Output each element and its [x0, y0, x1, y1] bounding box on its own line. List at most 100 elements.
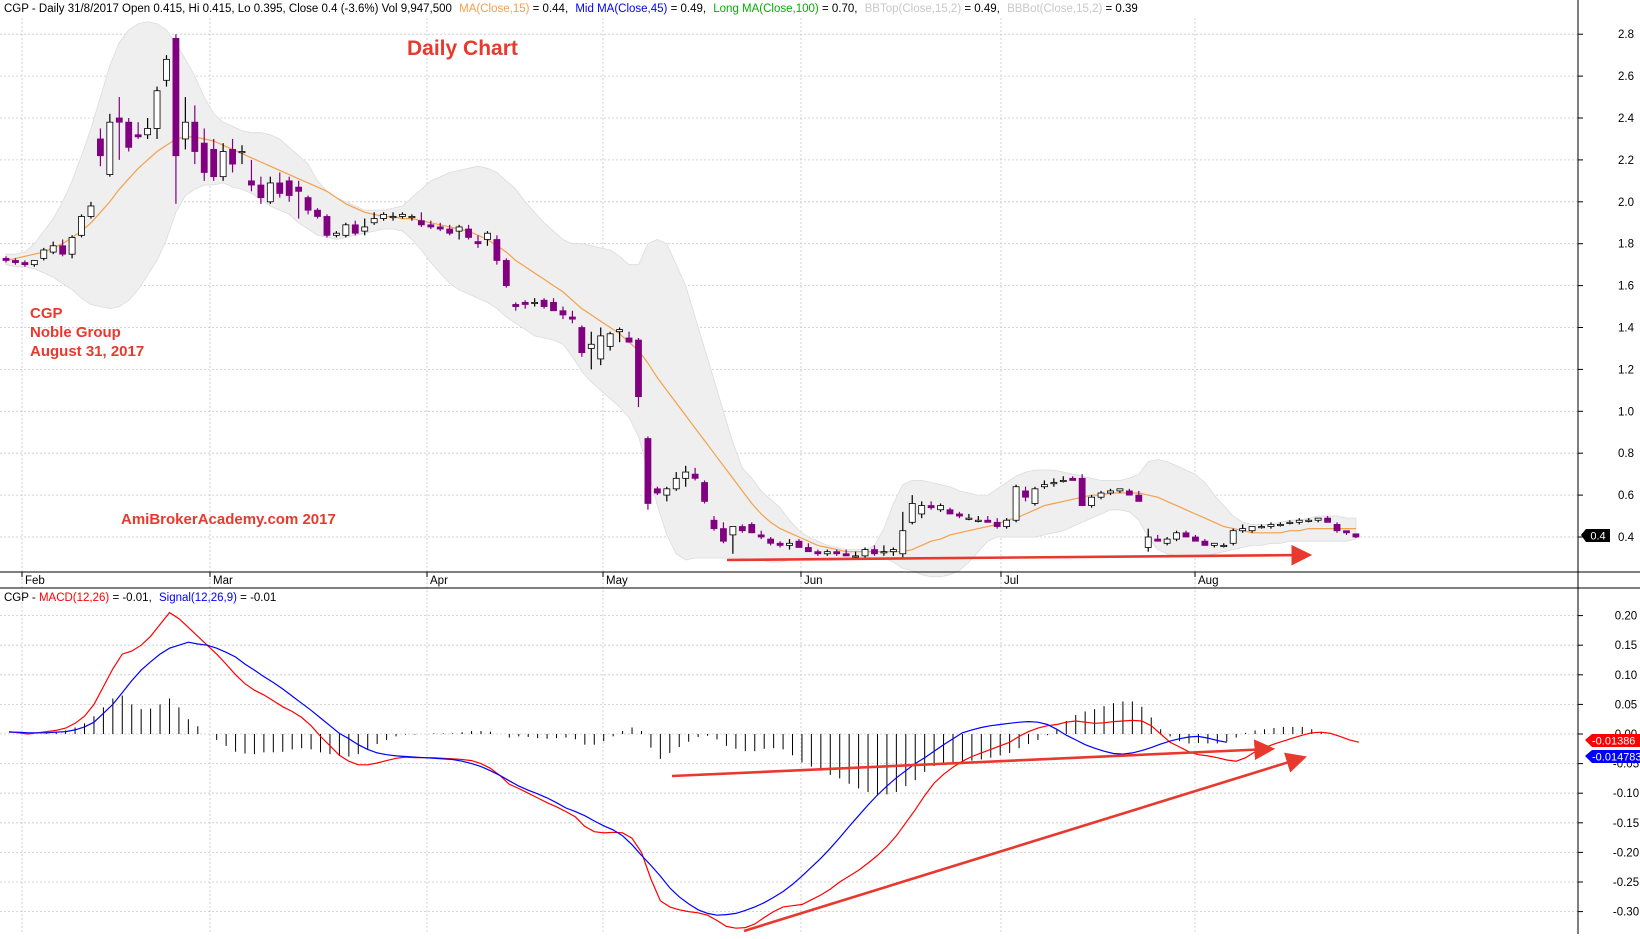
candle-body [323, 216, 331, 236]
candle-body [823, 551, 831, 555]
macd-divergence-arrow-upper [671, 739, 1276, 778]
candle-body [295, 186, 303, 192]
candle-body [1107, 490, 1114, 494]
candle-body [1295, 519, 1303, 523]
svg-text:0.4: 0.4 [1590, 531, 1605, 543]
candle [1314, 517, 1322, 523]
candle [1220, 543, 1228, 548]
candle [889, 547, 897, 556]
candle-body [918, 505, 926, 515]
candle-body [512, 304, 520, 307]
candle [550, 298, 557, 312]
candle [880, 545, 888, 556]
candle-body [635, 339, 642, 398]
candle [701, 480, 708, 504]
candle-body [1333, 524, 1341, 532]
candle-body [1050, 482, 1058, 485]
price-header: CGP - Daily 31/8/2017 Open 0.415, Hi 0.4… [4, 3, 1138, 15]
candle [805, 543, 812, 553]
candle [569, 310, 576, 324]
candle-body [144, 128, 152, 136]
candle-body [389, 216, 397, 219]
macd-lines [8, 611, 1360, 929]
candles [2, 34, 1360, 558]
candle [229, 138, 236, 173]
candle-body [757, 534, 765, 538]
signal-line [9, 641, 1227, 916]
candle-body [1229, 530, 1237, 544]
candle [144, 118, 152, 139]
candle-body [597, 335, 605, 360]
candle [163, 55, 170, 87]
candle-body [78, 216, 85, 236]
candle-body [266, 182, 274, 203]
candle-body [842, 553, 850, 557]
candle-body [351, 224, 359, 234]
candle-body [663, 488, 671, 496]
candle-body [502, 260, 510, 286]
bollinger-band-area [5, 21, 1357, 578]
candle [871, 545, 878, 556]
annotation-company: Noble Group [30, 324, 121, 341]
candle [257, 176, 265, 204]
candle [984, 516, 992, 523]
candle-body [361, 226, 369, 232]
candle [210, 138, 218, 181]
candle-body [1182, 532, 1190, 538]
candle [493, 235, 501, 265]
y-tick-label: -0.20 [1613, 847, 1639, 859]
candle [408, 214, 416, 221]
candle [833, 549, 841, 556]
y-tick-label: 0.10 [1615, 670, 1637, 682]
candle-body [540, 299, 548, 307]
candle [484, 231, 491, 246]
candle-body [738, 526, 746, 532]
candle [1352, 533, 1360, 539]
candle [1107, 488, 1114, 496]
candle-body [587, 343, 595, 349]
x-tick-label: Aug [1198, 575, 1218, 587]
candle-body [1324, 517, 1331, 523]
candle-body [474, 241, 482, 245]
candle [87, 201, 95, 219]
candle [332, 231, 340, 238]
candle [106, 113, 114, 177]
candle [1277, 522, 1284, 527]
candle-body [380, 213, 388, 219]
candle-body [691, 473, 699, 479]
candle [946, 507, 954, 515]
candle-body [181, 121, 189, 140]
candle [767, 537, 775, 546]
candle [1003, 518, 1011, 529]
candle [342, 222, 350, 238]
candle [304, 195, 312, 215]
macd-badge: -0.01386 [1585, 734, 1640, 748]
candle [748, 522, 756, 534]
candle-body [408, 216, 416, 219]
candle [1182, 530, 1190, 538]
candle [181, 97, 189, 150]
y-tick-label: 1.2 [1618, 364, 1634, 376]
candle-body [285, 180, 293, 196]
candle-body [68, 237, 76, 255]
candle [1305, 518, 1313, 523]
candle [710, 516, 718, 531]
candle-body [1135, 494, 1143, 502]
candle [974, 516, 982, 523]
candle [474, 235, 482, 248]
candle [899, 511, 907, 558]
candle [606, 331, 614, 351]
candle-body [701, 482, 708, 502]
candle [814, 549, 822, 556]
candle [436, 222, 444, 232]
candle-body [710, 519, 718, 530]
candle [172, 34, 180, 204]
macd-divergence-arrow-lower [743, 752, 1307, 933]
candle [512, 302, 520, 311]
candle [200, 128, 208, 181]
candle [1069, 476, 1077, 481]
signal-badge: -0.014783 [1585, 750, 1640, 764]
annotation-ticker: CGP [30, 305, 63, 322]
candle-body [153, 90, 161, 129]
candle [776, 541, 784, 548]
